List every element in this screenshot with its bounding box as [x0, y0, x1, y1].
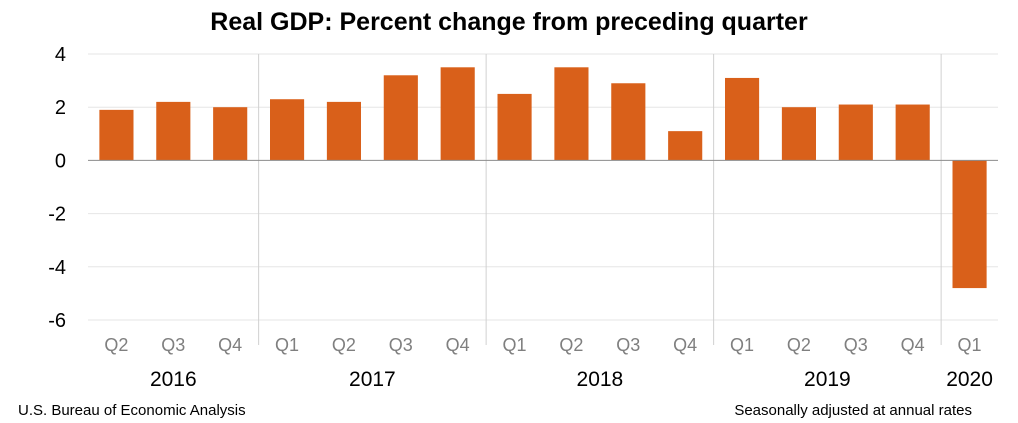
bar [326, 101, 361, 161]
bar [668, 131, 703, 161]
x-tick-label: Q2 [559, 335, 583, 355]
gridlines [88, 53, 998, 321]
bar [838, 104, 873, 161]
year-label: 2019 [804, 368, 851, 391]
x-tick-label: Q4 [901, 335, 925, 355]
year-label: 2018 [577, 368, 624, 391]
year-label: 2016 [150, 368, 197, 391]
bars [99, 67, 987, 289]
bar [952, 160, 987, 289]
bar [440, 67, 475, 161]
x-tick-label: Q4 [446, 335, 470, 355]
x-tick-label: Q1 [958, 335, 982, 355]
year-labels: 2016 2017 2018 2019 2020 [150, 368, 993, 391]
y-tick-label: 2 [55, 97, 66, 119]
bar [725, 77, 760, 161]
x-axis-ticks: Q2 Q3 Q4 Q1 Q2 Q3 Q4 Q1 Q2 Q3 Q4 Q1 Q2 Q3 Q4 Q1 [104, 335, 981, 355]
year-label: 2020 [946, 368, 993, 391]
bar [213, 107, 248, 161]
bar [554, 67, 589, 161]
bar [99, 109, 134, 161]
seasonal-adjustment-note: Seasonally adjusted at annual rates [734, 402, 972, 419]
source-note: U.S. Bureau of Economic Analysis [18, 402, 246, 419]
bar [156, 101, 191, 161]
bar [781, 107, 816, 161]
y-tick-label: -6 [48, 310, 66, 332]
y-axis-ticks: 4 2 0 -2 -4 -6 [48, 44, 66, 332]
x-tick-label: Q3 [616, 335, 640, 355]
year-separators [258, 54, 942, 345]
x-tick-label: Q1 [730, 335, 754, 355]
bar [895, 104, 930, 161]
y-tick-label: 0 [55, 150, 66, 172]
x-tick-label: Q1 [503, 335, 527, 355]
bar [270, 99, 305, 161]
y-tick-label: 4 [55, 44, 66, 66]
chart-title: Real GDP: Percent change from preceding … [210, 8, 808, 36]
x-tick-label: Q3 [161, 335, 185, 355]
x-tick-label: Q1 [275, 335, 299, 355]
x-tick-label: Q2 [787, 335, 811, 355]
y-tick-label: -4 [48, 257, 66, 279]
x-tick-label: Q2 [104, 335, 128, 355]
bar [383, 75, 418, 161]
x-tick-label: Q4 [218, 335, 242, 355]
x-tick-label: Q3 [844, 335, 868, 355]
year-label: 2017 [349, 368, 396, 391]
x-tick-label: Q2 [332, 335, 356, 355]
x-tick-label: Q3 [389, 335, 413, 355]
x-tick-label: Q4 [673, 335, 697, 355]
bar [497, 93, 532, 161]
bar [611, 83, 646, 161]
y-tick-label: -2 [48, 204, 66, 226]
